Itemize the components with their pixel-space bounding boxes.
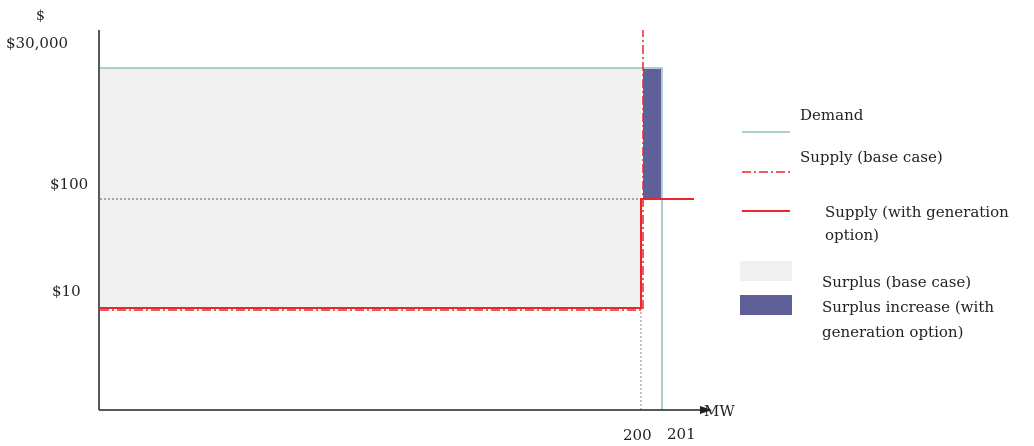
legend-supply-gen-label-line2: option) bbox=[825, 226, 879, 244]
x-tick-201: 201 bbox=[667, 425, 696, 443]
y-unit-label: $ bbox=[36, 8, 45, 24]
y-tick-30000: $30,000 bbox=[6, 34, 68, 52]
legend-supply-base-label: Supply (base case) bbox=[800, 148, 943, 166]
x-tick-200: 200 bbox=[623, 426, 652, 444]
legend: Demand Supply (base case) Supply (with g… bbox=[740, 106, 1009, 341]
y-tick-100: $100 bbox=[50, 175, 88, 193]
y-tick-10: $10 bbox=[52, 282, 81, 300]
legend-supply-gen-label-line1: Supply (with generation bbox=[825, 203, 1009, 221]
legend-surplus-increase-label-line1: Surplus increase (with bbox=[822, 298, 994, 316]
x-axis-arrow bbox=[700, 406, 712, 414]
legend-surplus-base-swatch bbox=[740, 261, 792, 281]
legend-surplus-base-label: Surplus (base case) bbox=[822, 273, 971, 291]
supply-with-generation-line bbox=[100, 198, 694, 309]
legend-surplus-increase-swatch bbox=[740, 295, 792, 315]
legend-surplus-increase-label-line2: generation option) bbox=[822, 323, 963, 341]
x-unit-label: MW bbox=[704, 402, 735, 420]
surplus-increase-area bbox=[643, 69, 661, 199]
legend-demand-label: Demand bbox=[800, 106, 864, 124]
surplus-base-area bbox=[100, 68, 641, 308]
demand-line bbox=[100, 67, 663, 410]
